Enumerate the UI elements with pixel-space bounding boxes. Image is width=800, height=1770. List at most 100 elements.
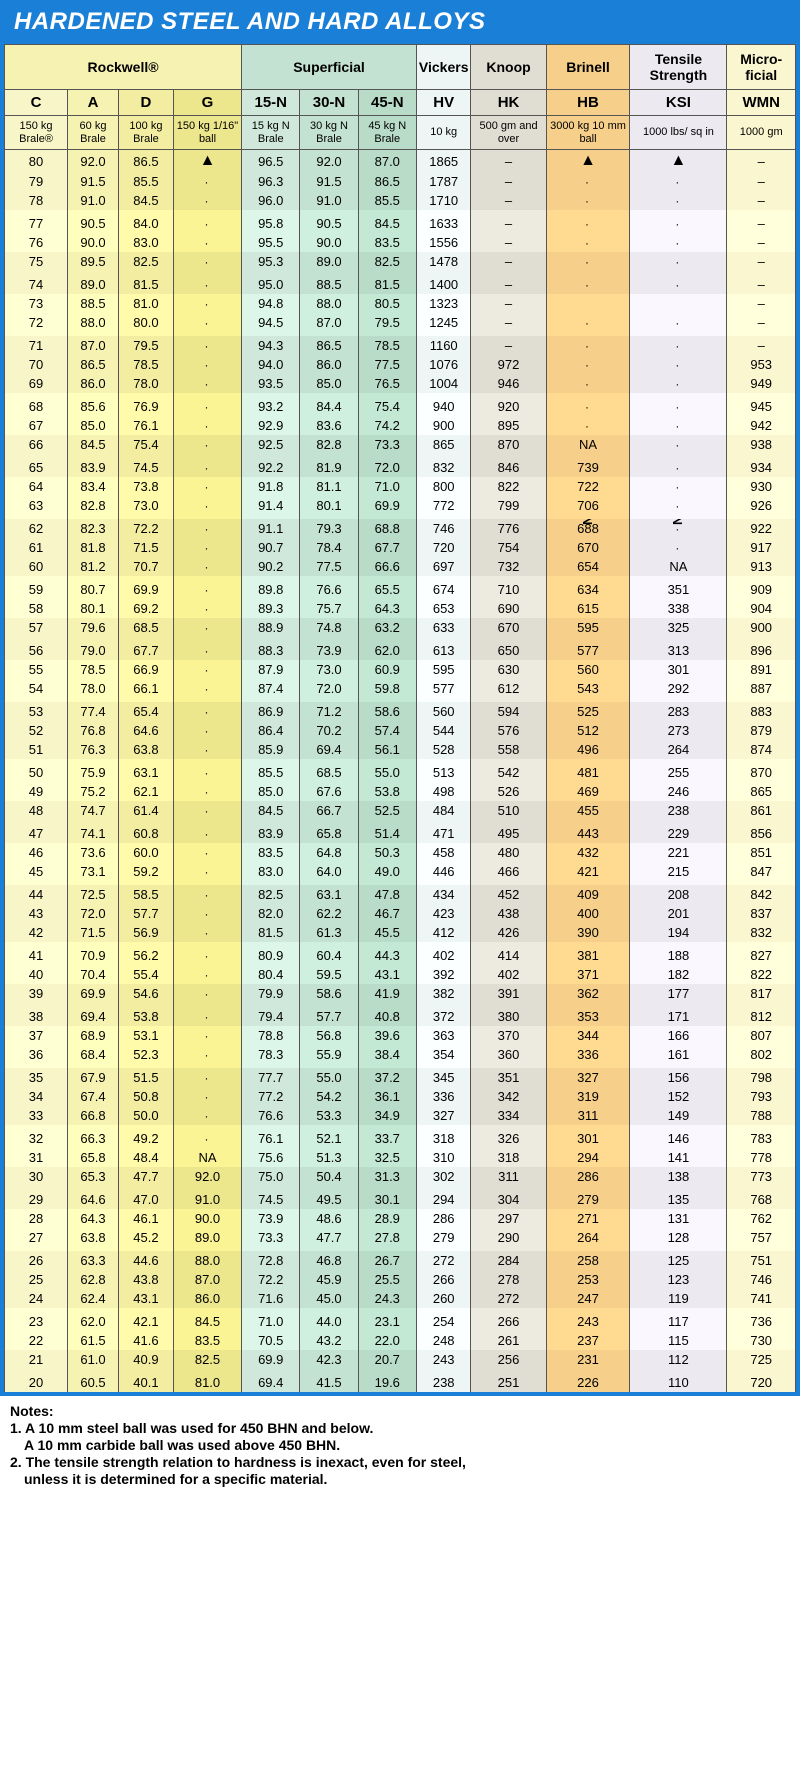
cell: 60.5 — [68, 1373, 119, 1392]
cell: 77 — [5, 214, 68, 233]
table-row: 8092.086.5▲96.592.087.01865–▲▲– — [5, 150, 796, 173]
cell: 827 — [727, 946, 796, 965]
cell: · — [546, 191, 630, 210]
cell: 69.4 — [300, 740, 358, 759]
cell: 904 — [727, 599, 796, 618]
cell: 327 — [416, 1106, 471, 1125]
cell: 730 — [727, 1331, 796, 1350]
cell: 89.8 — [242, 580, 300, 599]
table-row: 4271.556.9·81.561.345.5412426390194832 — [5, 923, 796, 942]
cell: · — [173, 1129, 241, 1148]
cell: 400 — [546, 904, 630, 923]
cell: 544 — [416, 721, 471, 740]
cell: 45 — [5, 862, 68, 881]
cell: 57.7 — [300, 1007, 358, 1026]
cell: 166 — [630, 1026, 727, 1045]
cell: 879 — [727, 721, 796, 740]
cell: 496 — [546, 740, 630, 759]
cell: 865 — [416, 435, 471, 454]
cell: 46 — [5, 843, 68, 862]
cell: 58.6 — [358, 702, 416, 721]
cell: 237 — [546, 1331, 630, 1350]
cell: · — [546, 172, 630, 191]
group-tensile: Tensile Strength — [630, 45, 727, 90]
table-row: 3065.347.792.075.050.431.330231128613877… — [5, 1167, 796, 1186]
cell: 336 — [546, 1045, 630, 1064]
note-1a: 1. A 10 mm steel ball was used for 450 B… — [10, 1420, 790, 1436]
cell: · — [173, 397, 241, 416]
cell: 42.1 — [118, 1312, 173, 1331]
cell: 64.6 — [118, 721, 173, 740]
cell: 807 — [727, 1026, 796, 1045]
cell: 345 — [416, 1068, 471, 1087]
cell: 54 — [5, 679, 68, 698]
cell: 64.0 — [300, 862, 358, 881]
cell: 73.0 — [118, 496, 173, 515]
cell: 560 — [416, 702, 471, 721]
cell: 391 — [471, 984, 546, 1003]
cell: 33.7 — [358, 1129, 416, 1148]
table-row: 5880.169.2·89.375.764.3653690615338904 — [5, 599, 796, 618]
cell: 138 — [630, 1167, 727, 1186]
cell: 87.0 — [300, 313, 358, 332]
cell: 85.5 — [242, 763, 300, 782]
cell: 66.1 — [118, 679, 173, 698]
cell: 466 — [471, 862, 546, 881]
cell: 60 — [5, 557, 68, 576]
cell: 72.2 — [242, 1270, 300, 1289]
cell: 266 — [416, 1270, 471, 1289]
scale-wmn: WMN — [727, 90, 796, 116]
cell: 81.2 — [68, 557, 119, 576]
cell: · — [173, 477, 241, 496]
cell: 788 — [727, 1106, 796, 1125]
cell: 221 — [630, 843, 727, 862]
cell: · — [173, 862, 241, 881]
cell: 63.8 — [118, 740, 173, 759]
cell: 22.0 — [358, 1331, 416, 1350]
cell: 71.0 — [242, 1312, 300, 1331]
cell: 74.5 — [242, 1190, 300, 1209]
cell: 940 — [416, 397, 471, 416]
table-row: 5478.066.1·87.472.059.8577612543292887 — [5, 679, 796, 698]
load-c: 150 kg Brale® — [5, 116, 68, 150]
cell: 28.9 — [358, 1209, 416, 1228]
cell: 43.8 — [118, 1270, 173, 1289]
cell: 42.3 — [300, 1350, 358, 1369]
cell: 51.5 — [118, 1068, 173, 1087]
table-row: 3366.850.0·76.653.334.9327334311149788 — [5, 1106, 796, 1125]
cell: 817 — [727, 984, 796, 1003]
cell: 49.5 — [300, 1190, 358, 1209]
cell: 72.5 — [68, 885, 119, 904]
cell: 64.3 — [68, 1209, 119, 1228]
cell: · — [173, 965, 241, 984]
cell: 238 — [630, 801, 727, 820]
cell: 66.6 — [358, 557, 416, 576]
cell: 89.0 — [68, 275, 119, 294]
cell: – — [727, 191, 796, 210]
cell: 72.0 — [358, 458, 416, 477]
cell: 798 — [727, 1068, 796, 1087]
cell: 84.5 — [242, 801, 300, 820]
scale-g: G — [173, 90, 241, 116]
cell: 70.4 — [68, 965, 119, 984]
cell: 510 — [471, 801, 546, 820]
cell: 62.0 — [68, 1312, 119, 1331]
cell: · — [173, 1007, 241, 1026]
cell: 63.3 — [68, 1251, 119, 1270]
cell: 48.6 — [300, 1209, 358, 1228]
cell: 63.2 — [358, 618, 416, 637]
cell: 94.8 — [242, 294, 300, 313]
cell: 89.0 — [173, 1228, 241, 1247]
cell: · — [173, 843, 241, 862]
cell: 94.0 — [242, 355, 300, 374]
cell: 59 — [5, 580, 68, 599]
cell: 86.0 — [68, 374, 119, 393]
cell: 115 — [630, 1331, 727, 1350]
table-row: 3969.954.6·79.958.641.9382391362177817 — [5, 984, 796, 1003]
cell: 75.6 — [242, 1148, 300, 1167]
cell: 754 — [471, 538, 546, 557]
cell: · — [546, 214, 630, 233]
cell: 149 — [630, 1106, 727, 1125]
cell: – — [727, 313, 796, 332]
cell: 75 — [5, 252, 68, 271]
